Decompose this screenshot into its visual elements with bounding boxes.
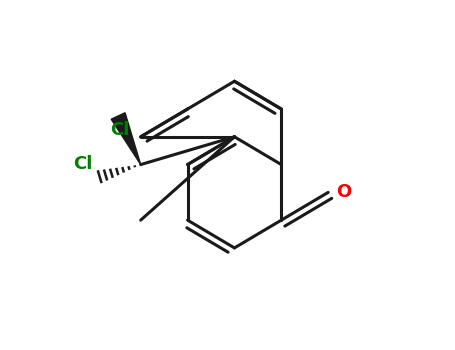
Polygon shape — [111, 113, 141, 164]
Text: Cl: Cl — [110, 121, 130, 139]
Text: Cl: Cl — [73, 155, 92, 173]
Text: O: O — [336, 183, 351, 201]
